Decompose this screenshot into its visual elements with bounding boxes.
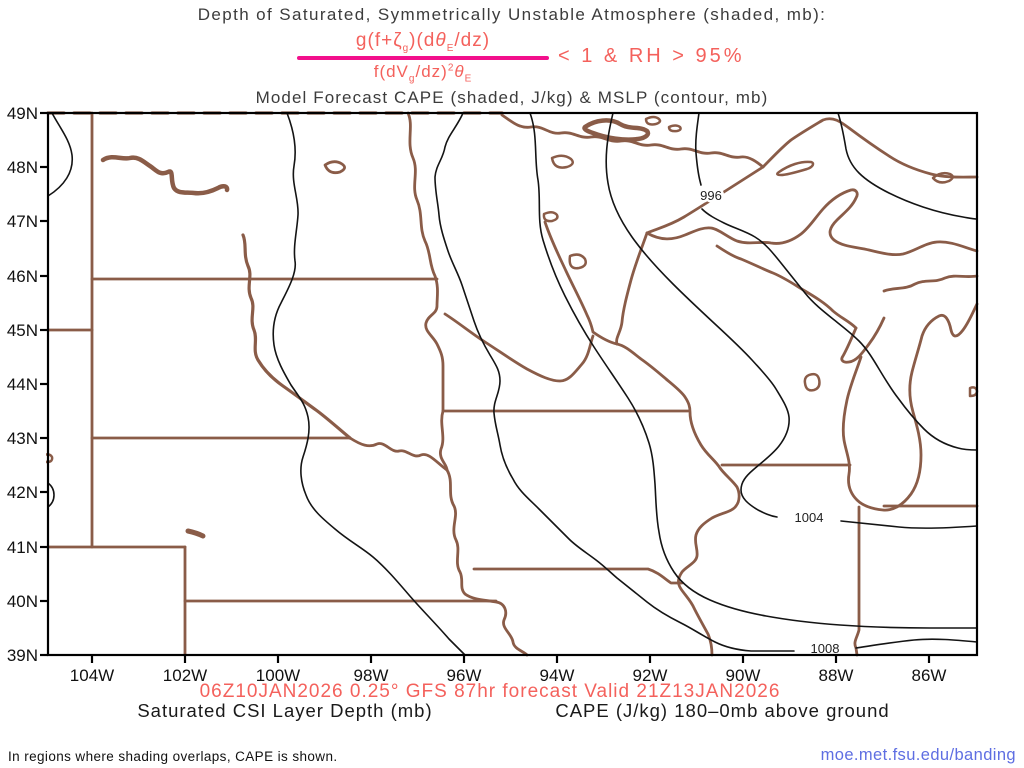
formula-num-text3: /dz): [454, 30, 491, 51]
isle-royale: [776, 160, 815, 177]
missouri-river-ne-ia-mo: [445, 468, 529, 657]
minnesota-river: [443, 312, 595, 383]
mslp-contour-996: [694, 112, 978, 451]
page-title: Depth of Saturated, Symmetrically Unstab…: [197, 5, 827, 24]
theta-symbol: θ: [435, 30, 447, 51]
contour-label-996: 996: [700, 188, 722, 203]
x-tick-label: 86W: [912, 666, 947, 685]
state-borders-and-geography: [46, 111, 979, 657]
y-axis-ticks: [40, 111, 48, 657]
st-croix-river: [615, 231, 649, 346]
formula-num-text2: )(d: [409, 30, 436, 51]
mississippi-river: [543, 220, 741, 657]
formula-num-text: g(f+: [355, 30, 394, 51]
y-tick-label: 42N: [7, 483, 38, 502]
leech-lake: [542, 211, 559, 223]
lake-winnebago: [803, 372, 821, 392]
y-tick-label: 49N: [7, 104, 38, 123]
y-tick-label: 43N: [7, 429, 38, 448]
wi-mi-border-menominee: [715, 244, 858, 330]
lake-superior-north-shore-mn: [645, 165, 765, 235]
y-tick-label: 39N: [7, 646, 38, 665]
contour-label-1008: 1008: [811, 641, 840, 656]
shading-overlap-note: In regions where shading overlaps, CAPE …: [8, 749, 338, 764]
mille-lacs-lake: [568, 253, 587, 270]
ia-mo-border: [472, 567, 684, 585]
theta-subscript: E: [446, 42, 455, 54]
den-subscript: g: [408, 73, 416, 85]
missouri-river-oahe: [241, 233, 352, 440]
formula-denominator: f(dVg/dz)2θE: [295, 62, 551, 84]
mslp-contour-west-edge-small: [47, 482, 55, 508]
lake-of-the-woods: [582, 118, 651, 142]
formula-condition: < 1 & RH > 95%: [558, 45, 745, 67]
devils-lake: [323, 160, 346, 175]
lake-mcconaughy: [185, 528, 206, 539]
red-lake: [550, 154, 575, 169]
plot-frame: [40, 111, 979, 663]
missouri-river-sd-ne: [348, 436, 449, 472]
lake-michigan: [841, 302, 979, 512]
y-tick-label: 41N: [7, 538, 38, 557]
mslp-contour-1000: [272, 112, 466, 656]
formula-den-text2: /dz): [415, 61, 448, 81]
x-tick-label: 100W: [256, 666, 300, 685]
mslp-contour-northwest-small: [47, 112, 73, 197]
upper-peninsula-south-shore: [882, 274, 979, 293]
den-superscript: 2: [447, 62, 455, 74]
mslp-contour-middle: [529, 112, 978, 629]
caption-csi-depth: Saturated CSI Layer Depth (mb): [137, 700, 433, 721]
y-tick-label: 45N: [7, 321, 38, 340]
x-axis-ticks: [90, 655, 931, 663]
y-tick-label: 48N: [7, 158, 38, 177]
boundary-waters-lake-2: [667, 124, 682, 133]
mslp-contour-1008: [434, 112, 978, 652]
red-river-mn-border: [406, 111, 445, 413]
contour-label-1004: 1004: [795, 510, 824, 525]
csi-formula-fraction: g(f+ζg)(dθE/dz) f(dVg/dz)2θE: [295, 30, 551, 84]
den-theta-symbol: θ: [454, 61, 465, 81]
x-tick-label: 90W: [726, 666, 761, 685]
x-tick-label: 88W: [819, 666, 854, 685]
formula-den-text: f(dV: [373, 61, 409, 81]
lake-sakakawea: [100, 155, 230, 196]
zeta-subscript: g: [402, 42, 410, 54]
x-axis-labels: 104W 102W 100W 98W 96W 94W 92W 90W 88W 8…: [70, 666, 947, 685]
x-tick-label: 92W: [633, 666, 668, 685]
mslp-contour-1004: [605, 112, 978, 529]
site-url-link[interactable]: moe.met.fsu.edu/banding: [820, 746, 1016, 764]
lake-superior-south-shore-keweenaw: [645, 188, 979, 257]
mslp-contours: [47, 112, 978, 656]
x-tick-label: 96W: [447, 666, 482, 685]
y-tick-label: 46N: [7, 267, 38, 286]
green-bay-door-peninsula: [840, 316, 886, 364]
y-axis-labels: 49N 48N 47N 46N 45N 44N 43N 42N 41N 40N …: [7, 104, 38, 665]
zeta-symbol: ζ: [393, 30, 403, 51]
plot-subtitle: Model Forecast CAPE (shaded, J/kg) & MSL…: [255, 88, 769, 107]
michipicoten-island: [931, 171, 954, 184]
x-tick-label: 102W: [163, 666, 207, 685]
model-run-valid-line: 06Z10JAN2026 0.25° GFS 87hr forecast Val…: [199, 681, 781, 702]
y-tick-label: 44N: [7, 375, 38, 394]
caption-cape: CAPE (J/kg) 180–0mb above ground: [555, 700, 890, 721]
y-tick-label: 40N: [7, 592, 38, 611]
y-tick-label: 47N: [7, 212, 38, 231]
x-tick-label: 94W: [540, 666, 575, 685]
canada-border-wiggle: [500, 113, 765, 169]
lake-superior-ontario-shore: [761, 117, 979, 179]
x-tick-label: 104W: [70, 666, 114, 685]
fraction-bar: [297, 55, 549, 60]
big-sioux-river: [439, 409, 449, 472]
x-tick-label: 98W: [354, 666, 389, 685]
den-theta-subscript: E: [464, 73, 473, 85]
boundary-waters-lake-1: [644, 115, 662, 126]
il-in-border: [853, 505, 861, 657]
formula-numerator: g(f+ζg)(dθE/dz): [295, 30, 551, 54]
mslp-contour-northeast: [837, 112, 978, 220]
